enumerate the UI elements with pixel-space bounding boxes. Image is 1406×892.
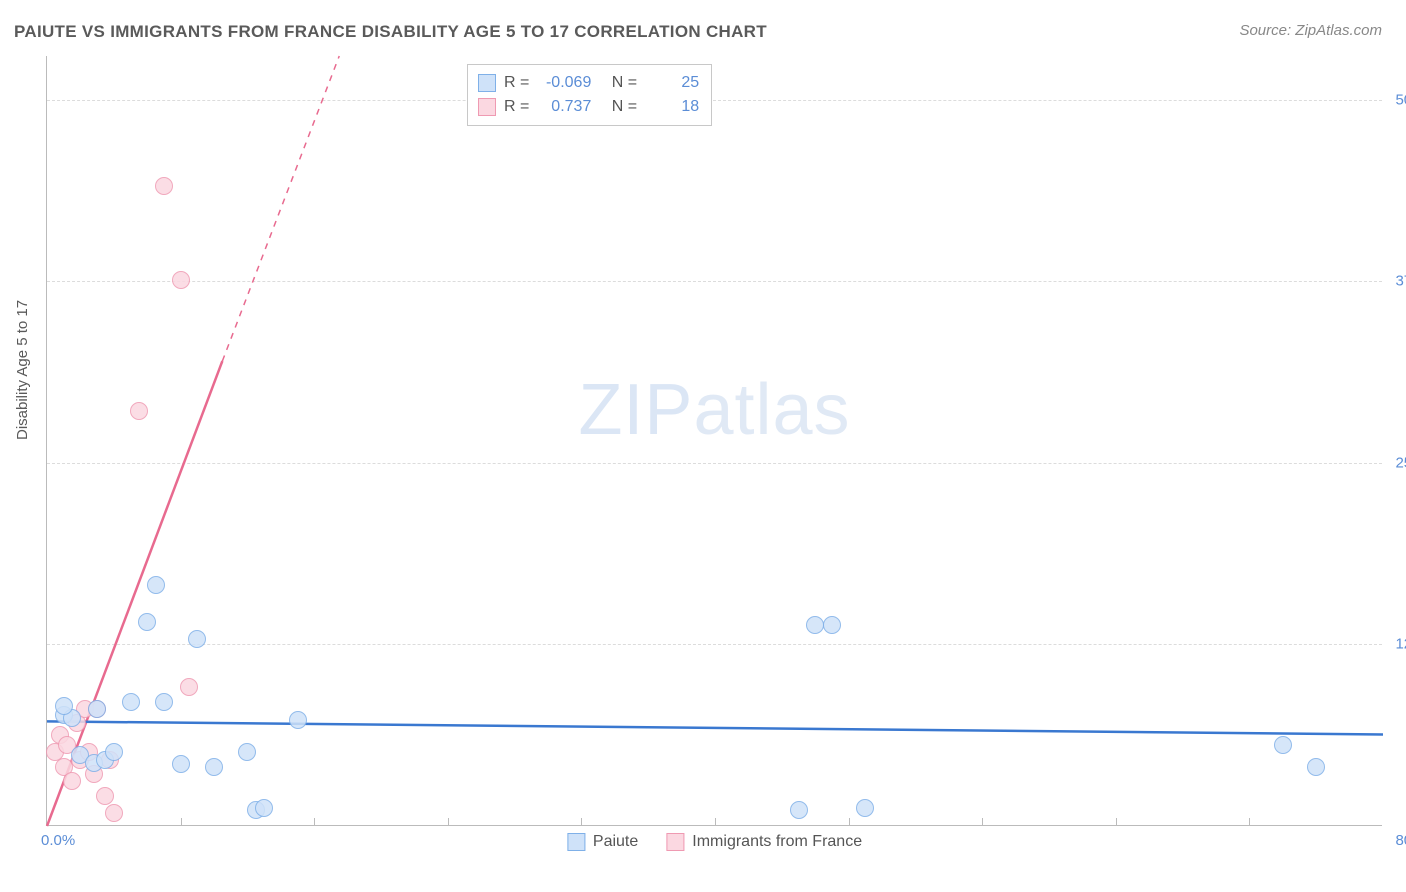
x-tick <box>1249 818 1250 826</box>
n-label: N = <box>612 98 637 116</box>
data-point <box>155 177 173 195</box>
gridline <box>47 644 1382 645</box>
data-point <box>205 758 223 776</box>
gridline <box>47 281 1382 282</box>
data-point <box>806 616 824 634</box>
data-point <box>1274 736 1292 754</box>
n-value: 25 <box>645 74 699 92</box>
data-point <box>138 613 156 631</box>
legend-item: Immigrants from France <box>666 833 862 851</box>
legend-label: Paiute <box>593 833 638 851</box>
x-end-label: 80.0% <box>1395 832 1406 849</box>
data-point <box>823 616 841 634</box>
x-tick <box>181 818 182 826</box>
stats-row: R = -0.069 N = 25 <box>478 71 699 95</box>
data-point <box>88 700 106 718</box>
plot-area: ZIPatlas 12.5%25.0%37.5%50.0% R = -0.069… <box>46 56 1382 826</box>
y-tick-label: 12.5% <box>1395 636 1406 653</box>
data-point <box>105 804 123 822</box>
source-label: Source: ZipAtlas.com <box>1239 22 1382 39</box>
data-point <box>155 693 173 711</box>
r-value: -0.069 <box>537 74 591 92</box>
data-point <box>63 772 81 790</box>
swatch-icon <box>567 833 585 851</box>
r-label: R = <box>504 98 529 116</box>
watermark-bold: ZIP <box>578 370 693 450</box>
n-label: N = <box>612 74 637 92</box>
x-tick <box>1116 818 1117 826</box>
data-point <box>856 799 874 817</box>
legend-label: Immigrants from France <box>692 833 862 851</box>
stats-row: R = 0.737 N = 18 <box>478 95 699 119</box>
legend-item: Paiute <box>567 833 638 851</box>
data-point <box>172 271 190 289</box>
y-axis-label: Disability Age 5 to 17 <box>14 300 31 440</box>
watermark-thin: atlas <box>693 370 850 450</box>
data-point <box>289 711 307 729</box>
r-label: R = <box>504 74 529 92</box>
data-point <box>1307 758 1325 776</box>
data-point <box>55 697 73 715</box>
y-tick-label: 25.0% <box>1395 454 1406 471</box>
x-tick <box>849 818 850 826</box>
x-origin-label: 0.0% <box>41 832 75 849</box>
chart-title: PAIUTE VS IMMIGRANTS FROM FRANCE DISABIL… <box>14 22 767 42</box>
data-point <box>238 743 256 761</box>
x-tick <box>715 818 716 826</box>
x-tick <box>581 818 582 826</box>
data-point <box>105 743 123 761</box>
bottom-legend: Paiute Immigrants from France <box>567 833 862 851</box>
x-tick <box>314 818 315 826</box>
data-point <box>790 801 808 819</box>
data-point <box>147 576 165 594</box>
gridline <box>47 100 1382 101</box>
n-value: 18 <box>645 98 699 116</box>
r-value: 0.737 <box>537 98 591 116</box>
y-tick-label: 37.5% <box>1395 273 1406 290</box>
data-point <box>180 678 198 696</box>
data-point <box>96 787 114 805</box>
data-point <box>188 630 206 648</box>
watermark: ZIPatlas <box>578 369 850 451</box>
data-point <box>130 402 148 420</box>
swatch-icon <box>478 74 496 92</box>
data-point <box>172 755 190 773</box>
x-tick <box>982 818 983 826</box>
gridline <box>47 463 1382 464</box>
y-tick-label: 50.0% <box>1395 91 1406 108</box>
data-point <box>122 693 140 711</box>
data-point <box>255 799 273 817</box>
swatch-icon <box>666 833 684 851</box>
swatch-icon <box>478 98 496 116</box>
stats-legend: R = -0.069 N = 25 R = 0.737 N = 18 <box>467 64 712 126</box>
x-tick <box>448 818 449 826</box>
